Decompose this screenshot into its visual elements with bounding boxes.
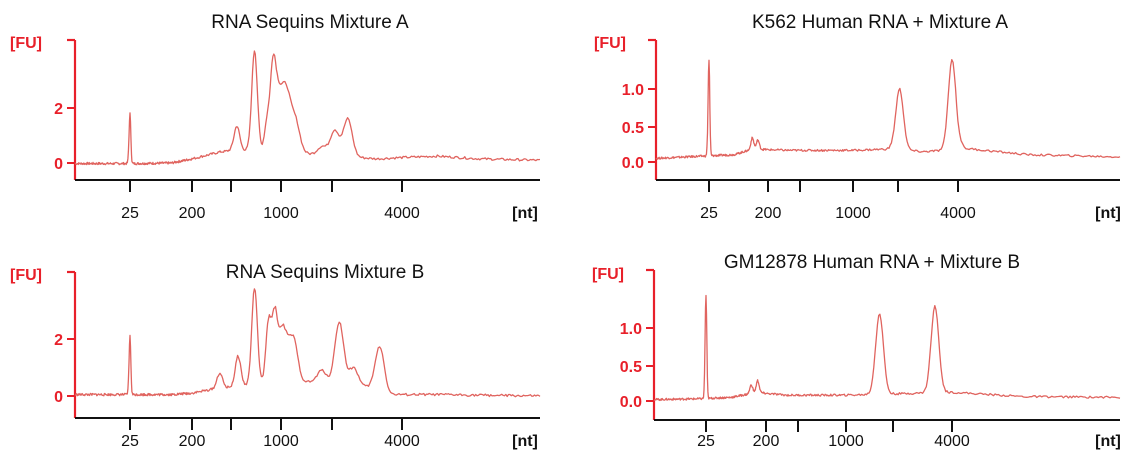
y-tick-label: 0 [54, 156, 63, 173]
chart-panel-4: GM12878 Human RNA + Mixture B [FU] 0.0 0.5 1… [592, 252, 1121, 450]
y-tick-label: 0.5 [620, 359, 642, 376]
x-tick-label: 1000 [263, 433, 299, 450]
x-tick-label: 4000 [934, 433, 970, 450]
trace-line [653, 294, 1121, 402]
chart-panel-1: RNA Sequins Mixture A [FU] 0 2 25 200 1000 4000… [10, 12, 541, 222]
x-tick-label: 200 [755, 205, 782, 222]
chart-title: RNA Sequins Mixture A [211, 12, 409, 33]
chart-panel-3: RNA Sequins Mixture B [FU] 0 2 25 200 1000 4000… [10, 262, 541, 450]
y-axis-label: [FU] [594, 35, 626, 52]
x-tick-label: 200 [179, 205, 206, 222]
y-tick-label: 0.5 [622, 120, 644, 137]
x-axis-label: [nt] [1095, 205, 1121, 222]
chart-title: RNA Sequins Mixture B [226, 262, 425, 283]
x-axis-label: [nt] [1095, 433, 1121, 450]
y-tick-label: 1.0 [620, 321, 642, 338]
x-tick-label: 25 [700, 205, 718, 222]
trace-line [74, 50, 541, 166]
chart-title: GM12878 Human RNA + Mixture B [724, 252, 1020, 273]
y-tick-label: 1.0 [622, 82, 644, 99]
x-tick-label: 4000 [384, 205, 420, 222]
x-tick-label: 1000 [828, 433, 864, 450]
x-tick-label: 25 [697, 433, 715, 450]
x-tick-label: 200 [753, 433, 780, 450]
x-tick-label: 4000 [384, 433, 420, 450]
y-tick-label: 0 [54, 389, 63, 406]
x-tick-label: 25 [121, 205, 139, 222]
x-axis-label: [nt] [512, 433, 538, 450]
y-tick-label: 0.0 [622, 155, 644, 172]
trace-line [655, 58, 1121, 160]
x-tick-label: 4000 [940, 205, 976, 222]
x-tick-label: 1000 [263, 205, 299, 222]
x-axis-label: [nt] [512, 205, 538, 222]
y-axis-label: [FU] [10, 35, 42, 52]
y-tick-label: 2 [54, 101, 63, 118]
x-tick-label: 200 [179, 433, 206, 450]
y-tick-label: 2 [54, 332, 63, 349]
x-tick-label: 25 [121, 433, 139, 450]
x-tick-label: 1000 [835, 205, 871, 222]
y-axis-label: [FU] [10, 267, 42, 284]
trace-line [74, 288, 541, 398]
chart-title: K562 Human RNA + Mixture A [752, 12, 1008, 33]
chart-panel-2: K562 Human RNA + Mixture A [FU] 0.0 0.5 1.0 2… [594, 12, 1121, 222]
y-tick-label: 0.0 [620, 394, 642, 411]
y-axis-label: [FU] [592, 266, 624, 283]
